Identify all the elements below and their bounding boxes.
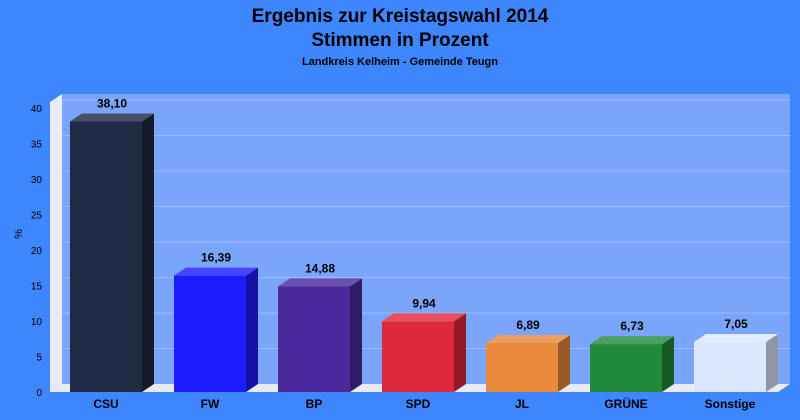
- bar-top: [382, 313, 466, 322]
- value-label: 6,73: [620, 319, 644, 333]
- x-tick-label: JL: [515, 397, 529, 411]
- x-tick-label: Sonstige: [705, 397, 756, 411]
- y-tick-label: 15: [31, 282, 43, 293]
- value-label: 7,05: [724, 317, 748, 331]
- bar-side: [142, 113, 154, 393]
- y-tick-label: 0: [36, 388, 42, 399]
- x-tick-label: GRÜNE: [604, 396, 647, 411]
- value-label: 6,89: [516, 318, 540, 332]
- bar-side: [454, 313, 466, 392]
- value-label: 9,94: [412, 296, 436, 310]
- bar-side: [662, 336, 674, 392]
- value-label: 38,10: [97, 96, 127, 110]
- y-tick-label: 5: [36, 353, 42, 364]
- bar-side: [246, 267, 258, 392]
- y-tick-label: 40: [31, 104, 43, 115]
- bar: [174, 275, 246, 392]
- value-label: 16,39: [201, 251, 231, 265]
- x-tick-label: FW: [201, 397, 220, 411]
- y-tick-label: 25: [31, 211, 43, 222]
- bar-top: [70, 113, 154, 122]
- bar: [694, 341, 766, 392]
- bar-top: [174, 267, 258, 276]
- bar-side: [766, 333, 778, 392]
- chart-title-line2: Stimmen in Prozent: [311, 30, 489, 51]
- bar-side: [350, 278, 362, 392]
- x-tick-label: BP: [306, 397, 323, 411]
- bar: [382, 321, 454, 392]
- bar: [486, 343, 558, 392]
- bar: [70, 121, 142, 393]
- y-axis-label: %: [13, 229, 25, 239]
- bar-top: [278, 278, 362, 287]
- y-tick-label: 35: [31, 140, 43, 151]
- value-label: 14,88: [305, 261, 335, 275]
- plot-area: 0 5 10 15 20 25 30 35 40 38,10 CSU 16,39 FW 14,88 BP 9,…: [31, 94, 790, 411]
- plot-left-wall: [50, 94, 62, 392]
- bar-side: [558, 335, 570, 392]
- y-tick-label: 10: [31, 317, 43, 328]
- chart-subtitle: Landkreis Kelheim - Gemeinde Teugn: [302, 56, 498, 68]
- y-tick-label: 20: [31, 246, 43, 257]
- x-tick-label: SPD: [406, 397, 431, 411]
- bar-top: [486, 335, 570, 344]
- bar-top: [590, 336, 674, 345]
- y-tick-label: 30: [31, 175, 43, 186]
- bar: [590, 344, 662, 392]
- bar-top: [694, 333, 778, 342]
- chart-title: Ergebnis zur Kreistagswahl 2014: [252, 6, 549, 27]
- x-tick-label: CSU: [93, 397, 118, 411]
- bar: [278, 286, 350, 392]
